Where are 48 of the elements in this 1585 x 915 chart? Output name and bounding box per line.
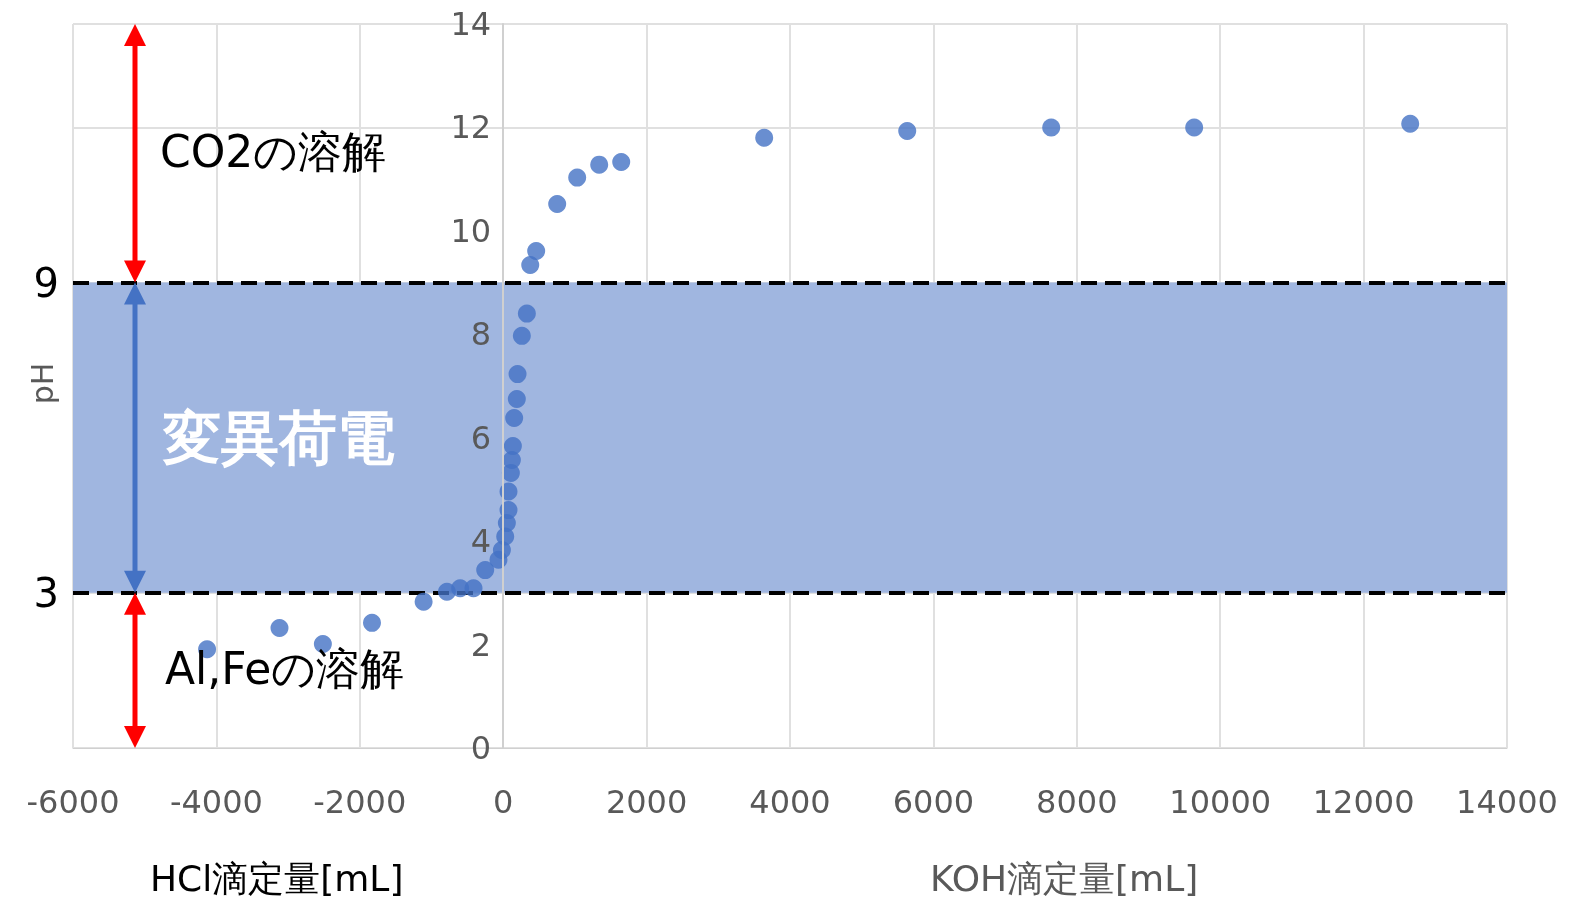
ref-line-label: 3 <box>33 569 59 616</box>
x-tick-label: -2000 <box>313 783 407 821</box>
point <box>1401 114 1420 133</box>
x-tick-label: 8000 <box>1036 783 1118 821</box>
text: KOH滴定量[mL] <box>930 857 1199 901</box>
point <box>548 194 567 213</box>
point <box>503 436 522 455</box>
point <box>363 613 381 632</box>
point <box>1042 118 1061 137</box>
point <box>521 255 540 274</box>
x-tick-label: 12000 <box>1312 783 1415 821</box>
point <box>507 389 526 408</box>
x-tick-label: 6000 <box>892 783 975 821</box>
text: HCl滴定量[mL] <box>150 857 404 901</box>
point <box>517 304 536 323</box>
x-tick-label: 10000 <box>1169 783 1272 821</box>
y-axis-title: pH <box>25 362 61 405</box>
y-tick-label: 10 <box>450 211 492 250</box>
point <box>476 561 495 580</box>
point <box>508 365 527 384</box>
point <box>1185 118 1204 137</box>
x-tick-label: -6000 <box>26 783 120 821</box>
point <box>612 153 631 172</box>
x-tick-label: 14000 <box>1456 783 1558 821</box>
y-tick-label: 8 <box>470 315 492 354</box>
point <box>505 409 524 428</box>
point <box>464 579 483 598</box>
point <box>755 128 774 147</box>
band-label: 変異荷電 <box>162 403 395 472</box>
point <box>898 122 917 141</box>
y-tick-label: 6 <box>470 418 492 457</box>
annotation: Al,Feの溶解 <box>165 642 405 697</box>
annotation: CO2の溶解 <box>160 125 387 180</box>
y-tick-label: 4 <box>470 522 492 561</box>
y-tick-label: 2 <box>470 625 492 664</box>
x-tick-label: -4000 <box>169 783 263 821</box>
ref-line-label: 9 <box>33 259 59 306</box>
y-tick-label: 12 <box>450 108 492 147</box>
y-tick-label: 0 <box>470 729 492 767</box>
point <box>512 326 531 345</box>
point <box>270 619 289 638</box>
y-tick-label: 14 <box>450 5 492 43</box>
point <box>414 592 433 611</box>
x-tick-label: 4000 <box>749 783 831 821</box>
point <box>590 155 609 174</box>
x-tick-label: 2000 <box>605 783 688 821</box>
point <box>568 168 587 187</box>
point <box>527 242 546 261</box>
